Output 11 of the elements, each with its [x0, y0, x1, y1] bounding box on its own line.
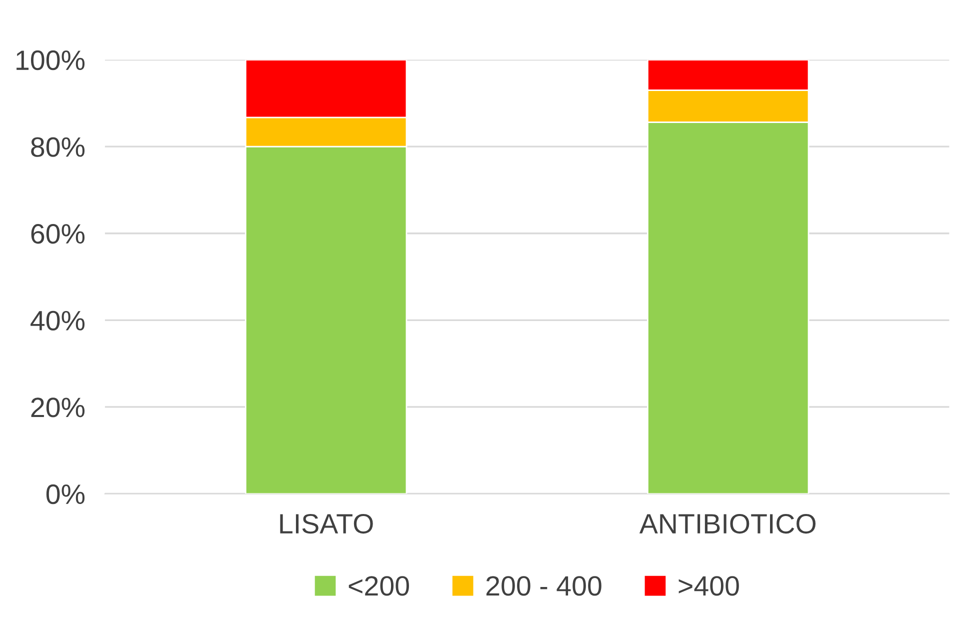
y-tick-label: 0%: [46, 484, 85, 504]
legend-label: <200: [348, 576, 409, 596]
legend-label: >400: [678, 576, 739, 596]
y-tick-label: 60%: [31, 224, 85, 244]
y-tick-label: 100%: [16, 50, 85, 70]
x-tick-label: ANTIBIOTICO: [639, 514, 816, 534]
y-tick-label: 20%: [31, 398, 85, 418]
legend-label: 200 - 400: [486, 576, 602, 596]
y-tick-label: 80%: [31, 137, 85, 157]
x-tick-label: LISATO: [280, 514, 373, 534]
y-tick-label: 40%: [30, 310, 85, 330]
